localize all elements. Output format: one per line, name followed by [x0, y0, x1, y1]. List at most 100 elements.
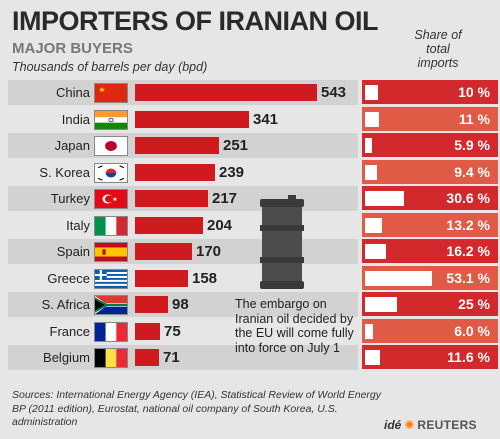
bar-value-label: 71 — [163, 349, 180, 366]
india-flag-icon — [94, 109, 128, 130]
bar — [135, 110, 249, 128]
chart-row: S. Korea 239 — [8, 160, 358, 185]
country-label: Turkey — [50, 191, 90, 206]
oil-barrel-icon — [260, 195, 304, 289]
bar — [135, 216, 203, 234]
share-value-label: 5.9 % — [454, 137, 490, 153]
chart-row: India 341 — [8, 107, 358, 132]
share-value-label: 13.2 % — [446, 216, 490, 233]
bar-value-label: 217 — [212, 190, 238, 207]
bar — [135, 349, 159, 366]
share-bar — [365, 297, 397, 312]
chart-row: Turkey ★ 217 — [8, 186, 358, 211]
share-value-label: 11.6 % — [447, 349, 490, 365]
country-label: S. Korea — [39, 164, 90, 180]
chart-row: Spain 170 — [8, 239, 358, 264]
share-value-label: 16.2 % — [446, 243, 490, 259]
svg-text:★: ★ — [98, 86, 106, 94]
share-row: 13.2 % — [362, 212, 498, 237]
share-bar — [365, 244, 386, 259]
embargo-note: The embargo on Iranian oil decided by th… — [235, 297, 354, 355]
share-heading-line: Share of — [414, 28, 462, 42]
share-column-heading: Share of total imports — [378, 28, 498, 70]
share-bar — [365, 85, 378, 100]
bar-value-label: 251 — [223, 137, 249, 154]
share-row: 30.6 % — [362, 186, 498, 210]
share-row: 10 % — [362, 80, 498, 104]
share-bar — [365, 138, 372, 153]
chart-row: Greece 158 — [8, 266, 358, 291]
share-bar — [365, 323, 373, 339]
share-bar — [365, 111, 379, 127]
chart-row: Belgium 71 — [8, 345, 358, 370]
sources-note: Sources: International Energy Agency (IE… — [12, 389, 382, 428]
italy-flag-icon — [94, 215, 128, 236]
bar-value-label: 239 — [219, 163, 245, 181]
chart-row: Japan 251 — [8, 133, 358, 158]
country-label: Spain — [56, 244, 90, 259]
share-row: 16.2 % — [362, 239, 498, 263]
bar-value-label: 341 — [253, 110, 279, 128]
share-row: 11 % — [362, 106, 498, 131]
reuters-logo-icon: ✺ — [404, 418, 415, 432]
country-label: Belgium — [43, 350, 90, 365]
bar — [135, 190, 208, 207]
credit-line: idé ✺ REUTERS — [384, 418, 477, 432]
bar-value-label: 543 — [321, 84, 347, 101]
share-row: 53.1 % — [362, 265, 498, 290]
france-flag-icon — [94, 321, 128, 342]
share-bar — [365, 217, 382, 233]
chart-row: France 75 — [8, 319, 358, 344]
share-value-label: 53.1 % — [446, 269, 490, 286]
bar-value-label: 158 — [192, 269, 218, 287]
share-row: 5.9 % — [362, 133, 498, 157]
bar-value-label: 170 — [196, 243, 222, 260]
chart-row: China ★ 543 — [8, 80, 358, 105]
bar-value-label: 98 — [172, 296, 189, 313]
country-label: S. Africa — [41, 297, 90, 312]
share-value-label: 25 % — [458, 296, 490, 312]
turkey-flag-icon: ★ — [94, 189, 128, 209]
greece-flag-icon — [94, 268, 128, 289]
share-row: 9.4 % — [362, 159, 498, 184]
share-bar — [365, 350, 380, 365]
share-row: 25 % — [362, 292, 498, 316]
share-bar — [365, 270, 432, 286]
chart-row: S. Africa 98 — [8, 292, 358, 317]
share-value-label: 6.0 % — [454, 322, 490, 339]
share-value-label: 9.4 % — [454, 163, 490, 180]
country-label: Italy — [66, 217, 90, 233]
chart-row: Italy 204 — [8, 213, 358, 238]
svg-text:★: ★ — [112, 197, 118, 203]
reuters-credit: REUTERS — [417, 418, 477, 432]
country-label: France — [49, 323, 90, 339]
bar — [135, 296, 168, 313]
bar — [135, 163, 215, 181]
china-flag-icon: ★ — [94, 83, 128, 103]
share-heading-line: imports — [417, 56, 459, 70]
country-label: China — [56, 85, 90, 100]
share-value-label: 30.6 % — [446, 190, 490, 206]
bar — [135, 322, 160, 340]
bar-value-label: 204 — [207, 216, 233, 234]
unit-label: Thousands of barrels per day (bpd) — [12, 60, 208, 74]
share-row: 6.0 % — [362, 318, 498, 343]
share-bar — [365, 164, 377, 180]
share-bar — [365, 191, 404, 206]
chart-title: IMPORTERS OF IRANIAN OIL — [12, 6, 379, 36]
share-heading-line: total — [426, 42, 450, 56]
share-value-label: 10 % — [458, 84, 490, 100]
south-korea-flag-icon — [94, 162, 128, 183]
share-value-label: 11 % — [458, 110, 490, 127]
bar — [135, 137, 219, 154]
share-row: 11.6 % — [362, 345, 498, 369]
bar — [135, 84, 317, 101]
belgium-flag-icon — [94, 348, 128, 368]
country-label: India — [61, 111, 90, 127]
japan-flag-icon — [94, 136, 128, 156]
ide-credit: idé — [384, 418, 402, 432]
bar-value-label: 75 — [164, 322, 181, 340]
chart-subtitle: MAJOR BUYERS — [12, 40, 133, 57]
south-africa-flag-icon — [94, 295, 128, 315]
